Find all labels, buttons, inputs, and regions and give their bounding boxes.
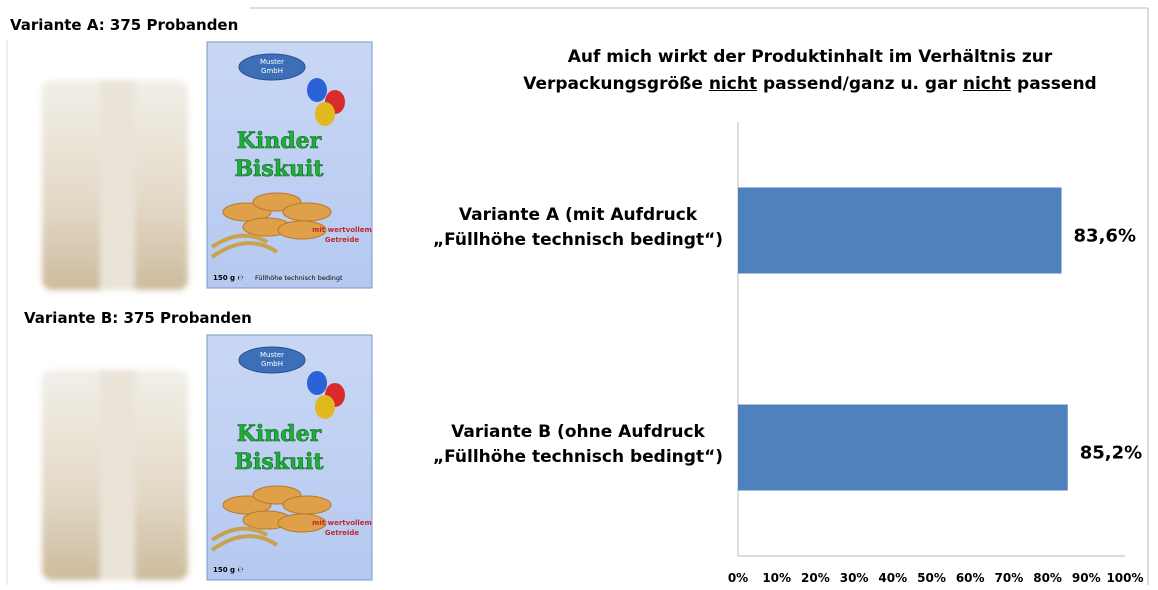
- grain: [210, 233, 279, 259]
- product-text: Biskuit: [234, 449, 324, 475]
- weight-text: 150 g ℮: [213, 566, 243, 574]
- title-line: Auf mich wirkt der Produktinhalt im Verh…: [480, 44, 1140, 71]
- biscuit: [277, 513, 327, 533]
- claim-text: Getreide: [325, 529, 359, 537]
- x-tick-label: 30%: [840, 571, 869, 585]
- product-text: Kinder: [237, 421, 322, 447]
- bag: [42, 80, 188, 290]
- brand-text: GmbH: [261, 360, 283, 368]
- x-tick-label: 90%: [1072, 571, 1101, 585]
- value-label: 85,2%: [1080, 443, 1142, 464]
- biscuit: [277, 220, 327, 240]
- panel-label: Variante A: 375 Probanden: [10, 16, 239, 34]
- brand-text: GmbH: [261, 67, 283, 75]
- balloon: [315, 395, 335, 419]
- bag: [42, 370, 188, 580]
- bar: [738, 404, 1068, 491]
- balloon: [307, 371, 327, 395]
- brand-oval: [238, 53, 306, 81]
- brand-oval: [238, 346, 306, 374]
- x-tick-label: 40%: [878, 571, 907, 585]
- claim-text: mit wertvollem: [312, 519, 372, 527]
- category-label: Variante A (mit Aufdruck „Füllhöhe techn…: [432, 204, 724, 250]
- weight-text: 150 g ℮: [213, 274, 243, 282]
- product-text: Biskuit: [234, 156, 324, 182]
- grain: [210, 526, 279, 552]
- x-tick-label: 0%: [728, 571, 748, 585]
- x-tick-label: 80%: [1033, 571, 1062, 585]
- title-segment: Auf mich wirkt der Produktinhalt im Verh…: [567, 47, 1053, 67]
- x-tick-label: 50%: [917, 571, 946, 585]
- category-label: Variante B (ohne Aufdruck „Füllhöhe tech…: [432, 421, 724, 467]
- balloon: [307, 78, 327, 102]
- claim-text: mit wertvollem: [312, 226, 372, 234]
- title-segment: nicht: [708, 74, 758, 94]
- panel-label: Variante B: 375 Probanden: [24, 309, 252, 327]
- product-text: Kinder: [237, 128, 322, 154]
- x-tick-label: 100%: [1106, 571, 1143, 585]
- title-segment: nicht: [962, 74, 1012, 94]
- x-tick-label: 70%: [995, 571, 1024, 585]
- x-tick-label: 20%: [801, 571, 830, 585]
- brand-text: Muster: [260, 351, 284, 359]
- chart-title: Auf mich wirkt der Produktinhalt im Verh…: [480, 44, 1140, 98]
- title-line: Verpackungsgröße nicht passend/ganz u. g…: [480, 71, 1140, 98]
- x-tick-label: 60%: [956, 571, 985, 585]
- biscuit: [282, 202, 332, 222]
- bar: [738, 187, 1062, 274]
- biscuit: [282, 495, 332, 515]
- value-label: 83,6%: [1074, 226, 1136, 247]
- title-segment: Verpackungsgröße: [523, 74, 709, 94]
- x-tick-label: 10%: [762, 571, 791, 585]
- claim-text: Getreide: [325, 236, 359, 244]
- note-text: Füllhöhe technisch bedingt: [255, 274, 343, 282]
- balloon: [315, 102, 335, 126]
- title-segment: passend/ganz u. gar: [757, 74, 963, 94]
- brand-text: Muster: [260, 58, 284, 66]
- title-segment: passend: [1011, 74, 1097, 94]
